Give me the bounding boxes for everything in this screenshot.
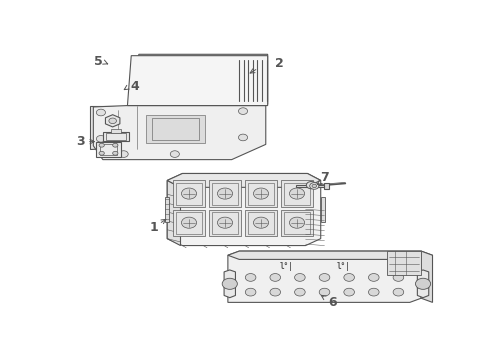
Polygon shape (105, 115, 120, 127)
Polygon shape (127, 56, 267, 105)
Polygon shape (227, 251, 420, 302)
Circle shape (238, 108, 247, 114)
Polygon shape (167, 174, 320, 246)
Circle shape (294, 274, 305, 281)
Polygon shape (244, 210, 277, 236)
Polygon shape (93, 105, 265, 159)
Text: 5: 5 (94, 55, 102, 68)
Circle shape (109, 118, 116, 123)
Circle shape (269, 288, 280, 296)
Circle shape (181, 217, 196, 228)
Circle shape (368, 288, 378, 296)
Polygon shape (280, 210, 312, 236)
Polygon shape (420, 251, 432, 302)
Circle shape (112, 151, 118, 155)
Text: 6: 6 (327, 296, 336, 309)
Polygon shape (89, 105, 131, 149)
Circle shape (319, 274, 329, 281)
Circle shape (99, 143, 104, 147)
Polygon shape (173, 180, 205, 207)
Circle shape (217, 188, 232, 199)
Polygon shape (208, 210, 241, 236)
Circle shape (119, 151, 128, 157)
Polygon shape (111, 129, 121, 133)
Circle shape (392, 288, 403, 296)
Circle shape (415, 278, 430, 289)
Polygon shape (386, 251, 420, 275)
Text: l°|: l°| (279, 262, 293, 271)
Circle shape (289, 217, 304, 228)
Circle shape (112, 143, 118, 147)
Polygon shape (96, 141, 121, 157)
Polygon shape (320, 197, 324, 222)
Polygon shape (165, 197, 169, 222)
Circle shape (170, 151, 179, 157)
Circle shape (253, 188, 268, 199)
Circle shape (181, 188, 196, 199)
Circle shape (222, 278, 237, 289)
Text: 2: 2 (274, 58, 283, 71)
Circle shape (253, 217, 268, 228)
Circle shape (392, 274, 403, 281)
Text: l°|: l°| (336, 262, 350, 271)
Polygon shape (102, 132, 128, 141)
Circle shape (319, 288, 329, 296)
Polygon shape (131, 54, 267, 105)
Polygon shape (227, 251, 432, 260)
Circle shape (217, 217, 232, 228)
Polygon shape (173, 210, 205, 236)
Polygon shape (208, 180, 241, 207)
Text: 7: 7 (320, 171, 328, 184)
Circle shape (368, 274, 378, 281)
Text: 4: 4 (130, 80, 139, 93)
Circle shape (305, 181, 316, 189)
Circle shape (96, 135, 105, 142)
Text: 1: 1 (149, 221, 158, 234)
Circle shape (309, 183, 318, 189)
Polygon shape (324, 183, 328, 189)
Circle shape (343, 288, 354, 296)
Circle shape (99, 151, 104, 155)
Circle shape (245, 288, 255, 296)
Polygon shape (280, 180, 312, 207)
Circle shape (238, 134, 247, 141)
Polygon shape (146, 115, 205, 143)
Circle shape (96, 109, 105, 116)
Polygon shape (244, 180, 277, 207)
Circle shape (289, 188, 304, 199)
Circle shape (311, 184, 316, 188)
Polygon shape (224, 270, 235, 298)
Polygon shape (167, 174, 320, 187)
Circle shape (294, 288, 305, 296)
Circle shape (343, 274, 354, 281)
Text: 3: 3 (76, 135, 85, 148)
Circle shape (245, 274, 255, 281)
Circle shape (269, 274, 280, 281)
Polygon shape (416, 270, 428, 298)
Polygon shape (296, 185, 326, 187)
Polygon shape (167, 180, 180, 246)
